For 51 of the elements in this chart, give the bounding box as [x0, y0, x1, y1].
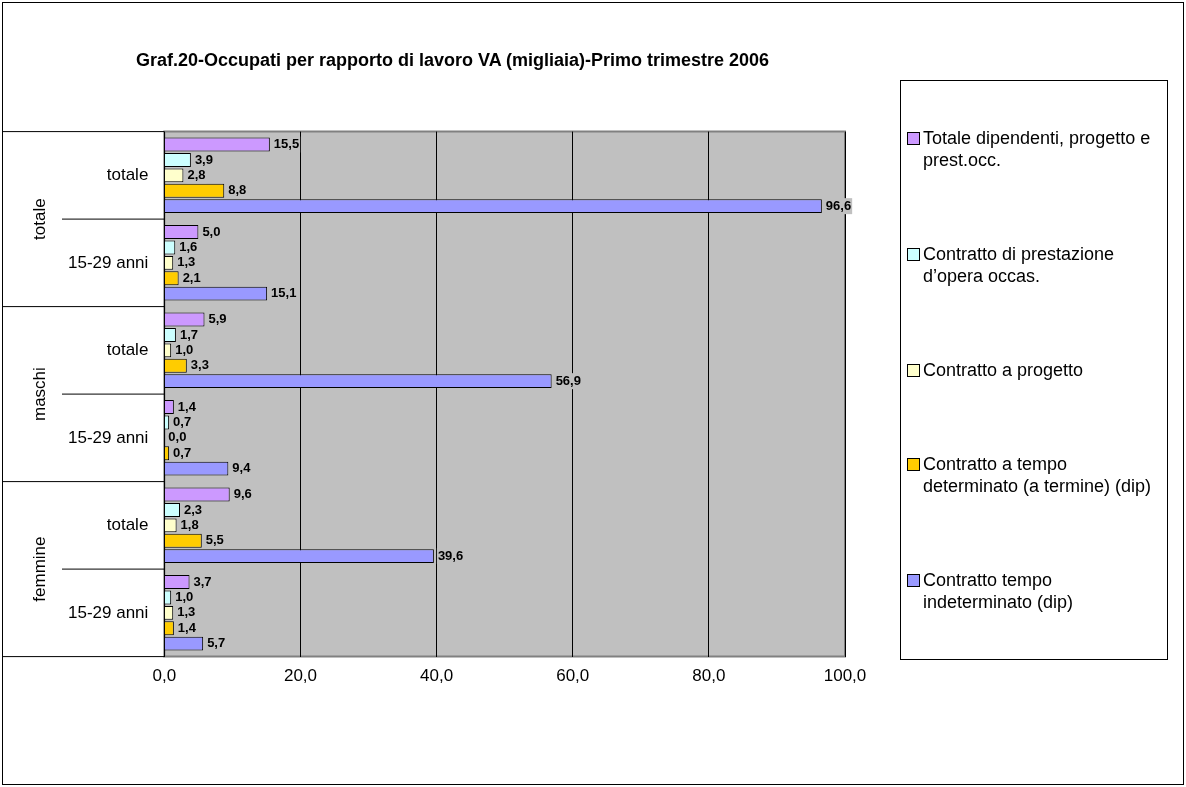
x-tick-label: 20,0: [283, 666, 318, 686]
data-label: 1,4: [177, 619, 197, 635]
legend-label: Contratto di prestazione d’opera occas.: [923, 243, 1116, 287]
data-label: 2,1: [182, 269, 201, 285]
y-tick-label: 15-29 anni: [68, 252, 149, 272]
data-label: 3,3: [190, 357, 209, 373]
chart-title: Graf.20-Occupati per rapporto di lavoro VA (migliaia)-Primo trimestre 2006: [135, 49, 770, 70]
data-label: 96,6: [825, 197, 852, 213]
x-tick-label: 100,0: [823, 666, 867, 686]
y-tick-label: 15-29 anni: [68, 427, 149, 447]
data-label: 0,7: [173, 414, 192, 430]
data-label: 2,3: [184, 501, 203, 517]
data-label: 8,8: [228, 182, 247, 198]
data-label: 39,6: [437, 547, 464, 563]
x-tick-label: 0,0: [152, 666, 177, 686]
y-tick-label: totale: [106, 515, 149, 535]
data-label: 5,0: [202, 223, 221, 239]
data-label: 5,9: [208, 311, 227, 327]
data-label: 15,1: [271, 285, 297, 301]
x-tick-label: 80,0: [692, 666, 726, 686]
legend-label: Totale dipendenti, progetto e prest.occ.: [923, 127, 1152, 171]
data-label: 0,0: [168, 429, 187, 445]
legend-label: Contratto tempo indeterminato (dip): [923, 569, 1075, 613]
data-label: 1,0: [175, 589, 194, 605]
data-label: 2,8: [187, 166, 206, 182]
data-label: 3,9: [194, 151, 213, 167]
data-label: 3,7: [193, 573, 212, 589]
x-tick-label: 40,0: [420, 666, 454, 686]
y-tick-label: 15-29 anni: [68, 602, 149, 622]
text: femmine: [29, 536, 49, 602]
data-label: 5,5: [205, 532, 224, 548]
data-label: 9,6: [233, 486, 252, 502]
data-label: 5,7: [207, 635, 226, 651]
text: totale: [29, 198, 49, 240]
y-tick-label: totale: [106, 165, 149, 185]
data-label: 1,3: [177, 604, 196, 620]
data-label: 56,9: [555, 372, 581, 388]
text: maschi: [29, 367, 49, 422]
legend-label: Contratto a progetto: [923, 359, 1084, 381]
data-label: 1,0: [175, 341, 194, 357]
data-label: 9,4: [232, 460, 252, 476]
data-label: 1,8: [180, 516, 199, 532]
data-label: 15,5: [273, 136, 300, 152]
data-label: 0,7: [173, 444, 192, 460]
x-tick-label: 60,0: [556, 666, 590, 686]
data-label: 1,6: [179, 239, 198, 255]
legend-label: Contratto a tempo determinato (a termine) (dip): [923, 453, 1153, 497]
data-label: 1,4: [177, 398, 197, 414]
data-label: 1,3: [177, 254, 196, 270]
y-tick-label: totale: [106, 340, 149, 360]
data-label: 1,7: [179, 326, 198, 342]
